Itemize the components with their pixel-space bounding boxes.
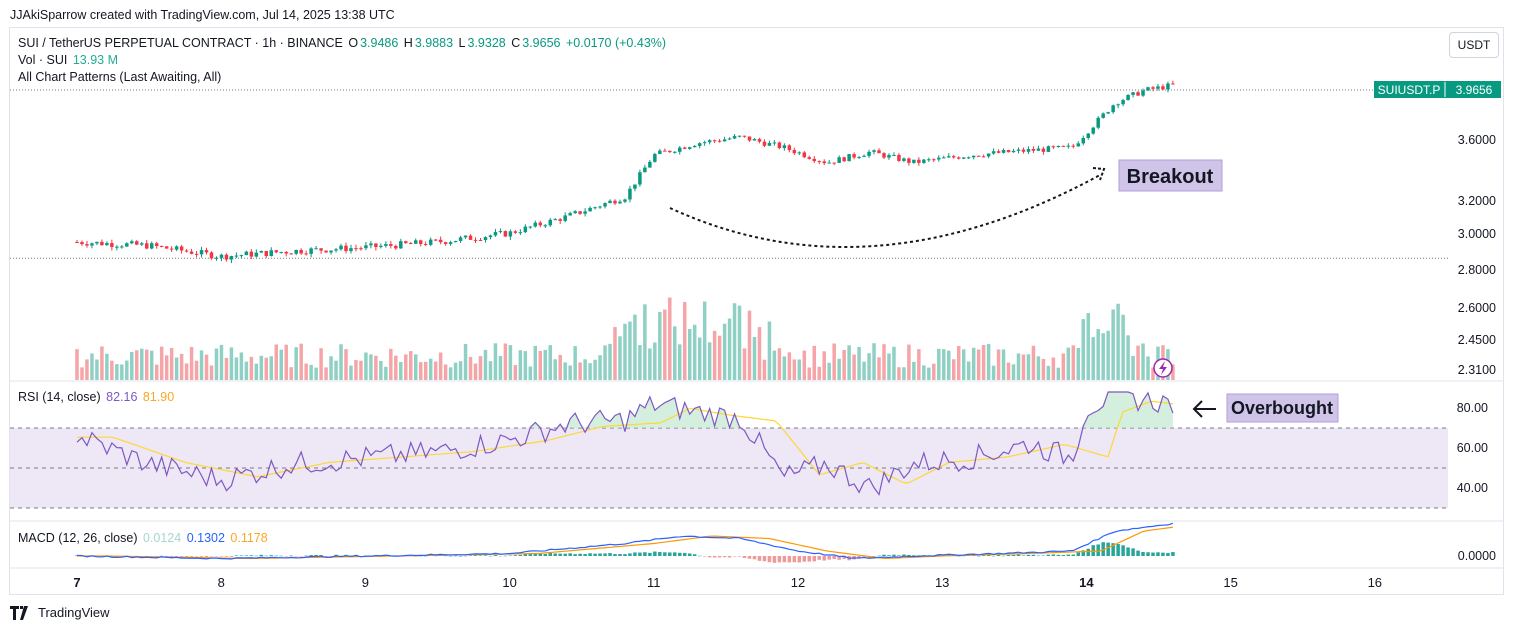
symbol-name: SUI / TetherUS PERPETUAL CONTRACT · 1h ·… — [18, 36, 343, 50]
open-label: O — [348, 36, 359, 50]
volume-label: Vol · SUI — [18, 53, 68, 67]
tradingview-logo-icon — [10, 605, 28, 620]
chart-caption: JJAkiSparrow created with TradingView.co… — [10, 8, 395, 22]
rsi-label: RSI (14, close) — [18, 390, 101, 404]
currency-button[interactable]: USDT — [1449, 32, 1499, 58]
close-value: 3.9656 — [522, 36, 561, 50]
tradingview-brand: TradingView — [38, 605, 110, 620]
patterns-legend[interactable]: All Chart Patterns (Last Awaiting, All) — [18, 70, 222, 84]
rsi-legend[interactable]: RSI (14, close) 82.16 81.90 — [18, 390, 176, 404]
symbol-legend[interactable]: SUI / TetherUS PERPETUAL CONTRACT · 1h ·… — [18, 36, 668, 50]
change-value: +0.0170 (+0.43%) — [565, 36, 667, 50]
rsi-ma-value: 81.90 — [142, 390, 175, 404]
volume-legend[interactable]: Vol · SUI 13.93 M — [18, 53, 120, 67]
close-label: C — [511, 36, 521, 50]
high-value: 3.9883 — [414, 36, 454, 50]
rsi-value: 82.16 — [106, 390, 138, 404]
macd-signal-value: 0.1178 — [230, 531, 268, 545]
low-label: L — [458, 36, 466, 50]
macd-hist-value: 0.0124 — [142, 531, 182, 545]
open-value: 3.9486 — [360, 36, 399, 50]
chart-frame[interactable] — [9, 27, 1504, 595]
macd-value: 0.1302 — [186, 531, 225, 545]
volume-value: 13.93 M — [72, 53, 118, 67]
macd-label: MACD (12, 26, close) — [18, 531, 138, 545]
low-value: 3.9328 — [467, 36, 506, 50]
high-label: H — [403, 36, 413, 50]
macd-legend[interactable]: MACD (12, 26, close) 0.0124 0.1302 0.117… — [18, 531, 270, 545]
tradingview-logo[interactable]: TradingView — [10, 605, 110, 620]
